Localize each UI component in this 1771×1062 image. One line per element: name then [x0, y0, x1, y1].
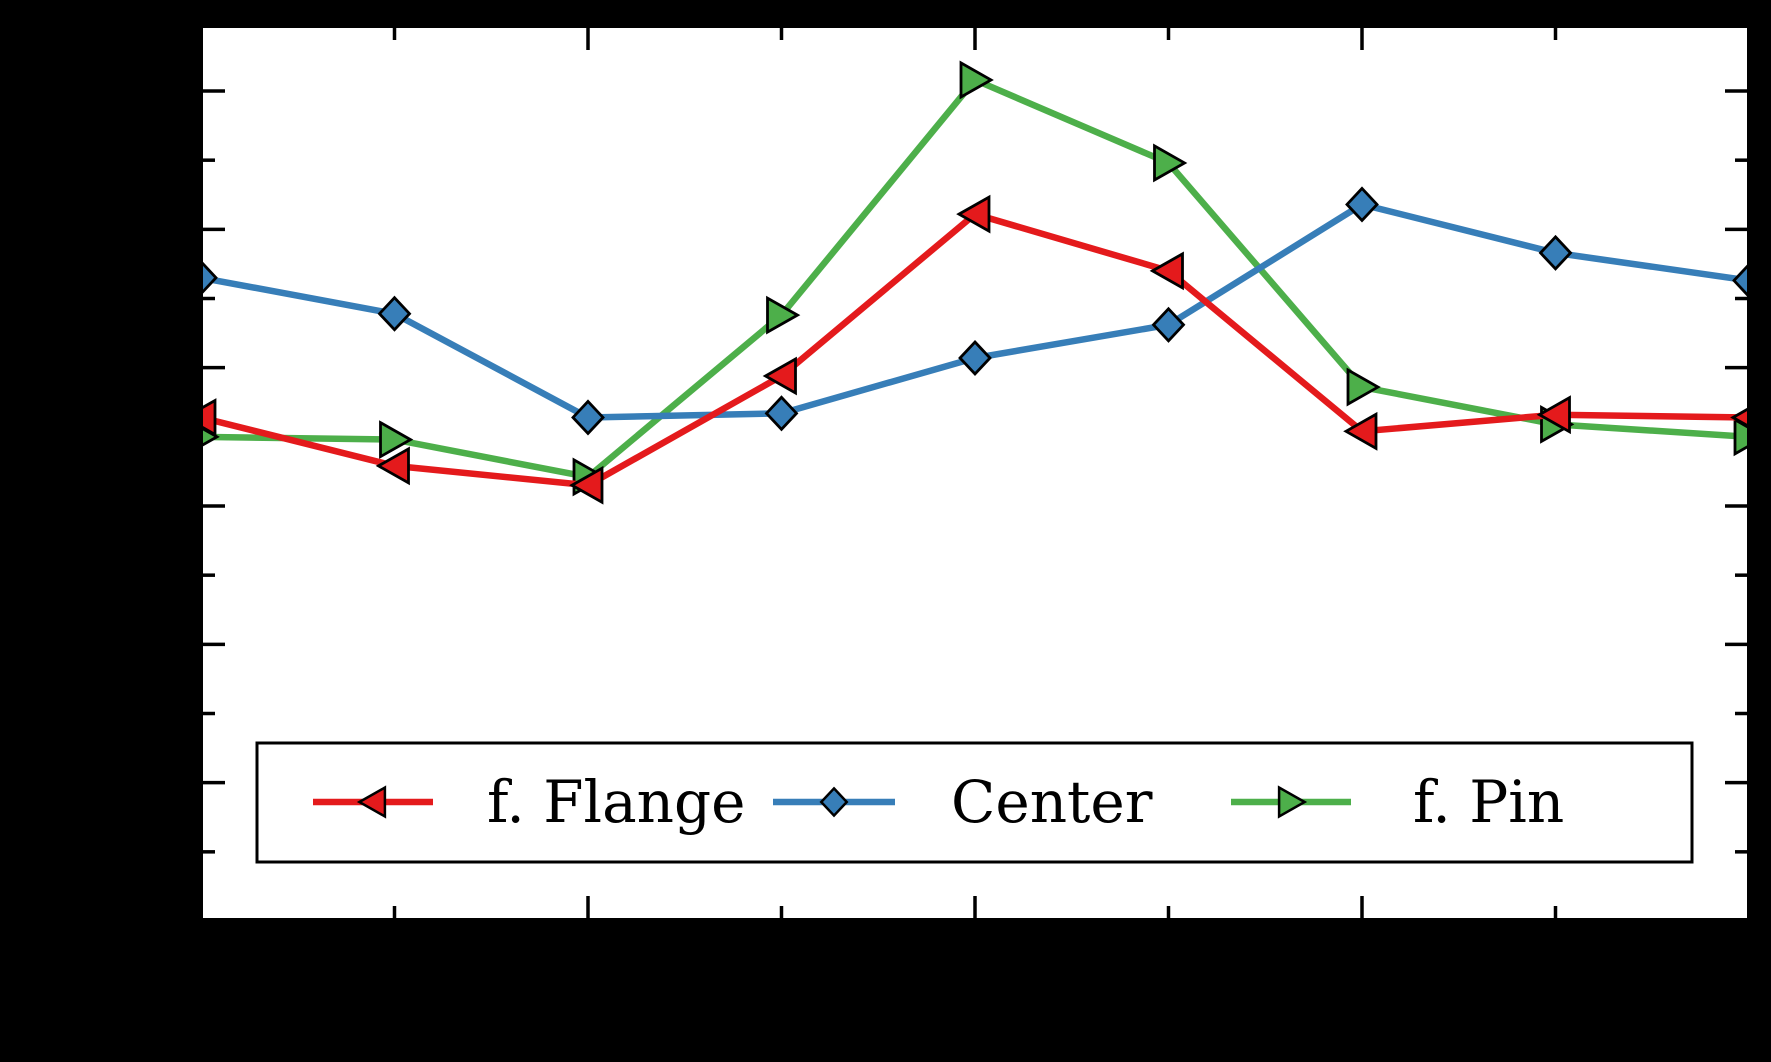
triangle-left-marker	[956, 194, 991, 234]
diamond-marker	[1732, 262, 1749, 299]
diamond-marker	[1538, 234, 1573, 271]
legend-label-pin: f. Pin	[1413, 768, 1564, 836]
diamond-marker	[764, 395, 799, 432]
triangle-left-marker	[375, 446, 410, 486]
diamond-marker	[571, 399, 605, 436]
legend-box	[255, 741, 1694, 864]
triangle-right-marker	[1733, 417, 1749, 457]
legend-label-center: Center	[951, 768, 1153, 836]
diamond-marker	[958, 339, 992, 377]
triangle-left-marker	[201, 398, 217, 437]
triangle-right-marker	[959, 60, 994, 100]
triangle-left-marker	[1343, 411, 1378, 451]
triangle-left-marker	[569, 465, 604, 505]
diamond-marker	[377, 295, 412, 332]
triangle-right-marker	[379, 420, 414, 460]
triangle-right-marker	[1346, 367, 1381, 407]
data-series	[201, 60, 1749, 505]
diamond-marker	[201, 259, 218, 296]
diamond-marker	[1151, 306, 1186, 343]
diamond-marker	[1345, 186, 1379, 223]
triangle-left-marker	[762, 356, 797, 396]
axes-frame	[199, 24, 1751, 922]
legend-icons	[313, 785, 1351, 819]
triangle-left-marker	[1536, 395, 1571, 435]
triangle-left-marker	[1149, 251, 1184, 291]
legend-label-flange: f. Flange	[487, 768, 745, 836]
triangle-right-marker	[766, 295, 801, 335]
axis-ticks	[203, 28, 1747, 918]
legend-diamond-icon	[819, 786, 849, 818]
legend-triangle-right-icon	[1277, 785, 1308, 819]
legend-triangle-left-icon	[356, 785, 387, 819]
legend: f. Flange Center f. Pin	[255, 741, 1694, 864]
triangle-right-marker	[1153, 143, 1188, 183]
